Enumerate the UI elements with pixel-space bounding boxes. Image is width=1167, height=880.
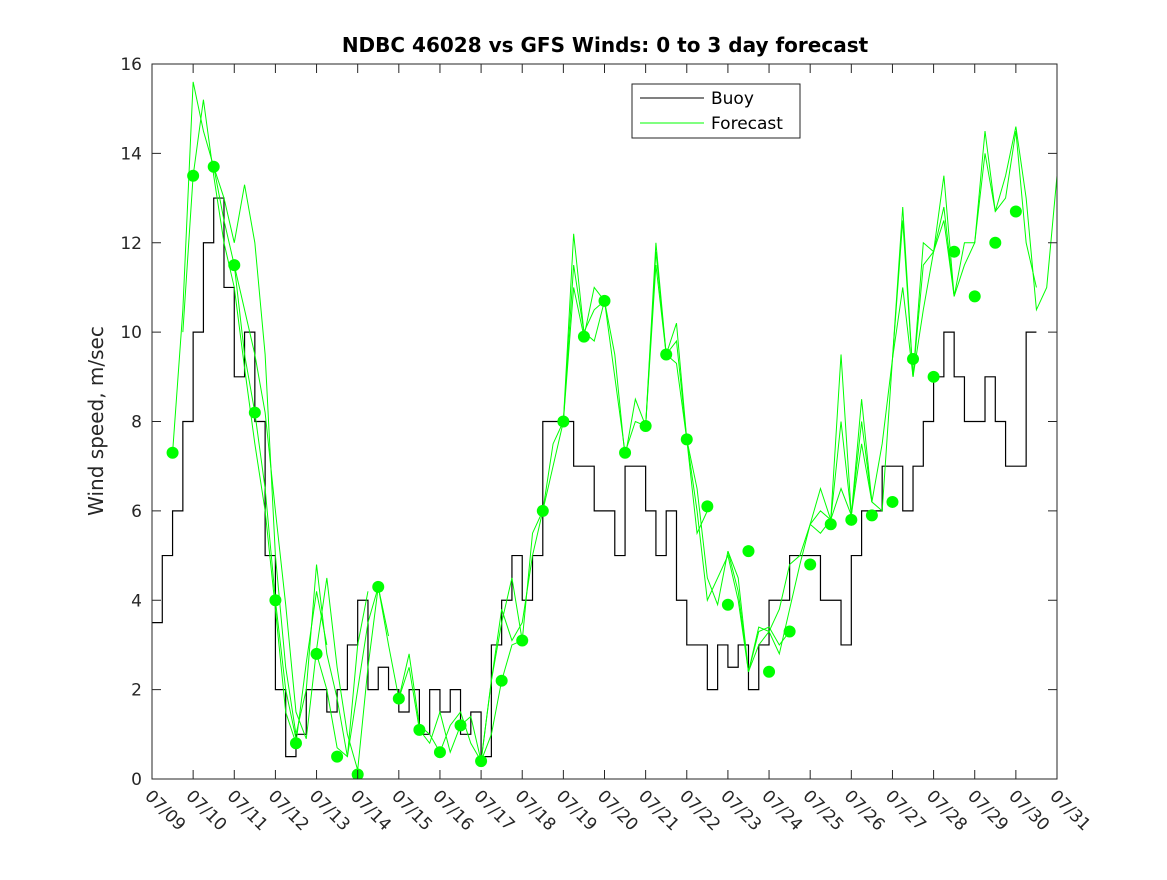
forecast-marker-26 [680,433,693,446]
forecast-marker-37 [907,352,920,365]
x-tick-label-21: 07/30 [1004,786,1053,835]
forecast-run-line-2 [182,99,328,744]
forecast-marker-12 [392,692,405,705]
y-tick-label-14: 14 [120,144,142,164]
legend: Buoy Forecast [631,83,801,139]
forecast-marker-40 [968,290,981,303]
forecast-run-line-4 [233,264,390,771]
y-tick-label-6: 6 [131,502,142,522]
forecast-marker-19 [536,504,549,517]
y-tick-label-2: 2 [131,681,142,701]
x-tick-label-16: 07/25 [799,786,848,835]
x-tick-label-14: 07/23 [716,786,765,835]
forecast-marker-24 [639,419,652,432]
axes: 024681012141607/0907/1007/1107/1207/1307… [120,55,1094,835]
legend-label-buoy: Buoy [711,89,754,109]
forecast-marker-6 [269,594,282,607]
forecast-marker-11 [372,580,385,593]
x-tick-label-22: 07/31 [1045,786,1094,835]
forecast-run-line-12 [891,126,1057,377]
forecast-run-line-8 [562,265,791,672]
forecast-run-line-3 [213,166,369,757]
forecast-marker-13 [413,723,426,736]
x-tick-label-3: 07/12 [264,786,313,835]
forecast-marker-2 [187,169,200,182]
forecast-marker-1 [166,446,179,459]
forecast-marker-32 [804,558,817,571]
legend-label-forecast: Forecast [711,114,783,134]
x-tick-label-0: 07/09 [140,786,189,835]
forecast-marker-29 [742,545,755,558]
forecast-marker-31 [783,625,796,638]
x-tick-label-4: 07/13 [305,786,354,835]
forecast-marker-20 [557,415,570,428]
forecast-marker-22 [598,294,611,307]
x-tick-label-12: 07/21 [634,786,683,835]
forecast-marker-3 [207,160,220,173]
axes-box [151,63,1058,780]
x-tick-label-5: 07/14 [346,786,395,835]
forecast-marker-34 [845,513,858,526]
x-tick-label-7: 07/16 [428,786,477,835]
x-tick-label-11: 07/20 [593,786,642,835]
legend-box [631,83,801,139]
forecast-marker-9 [331,750,344,763]
forecast-marker-42 [1009,205,1022,218]
forecast-marker-8 [310,647,323,660]
forecast-marker-5 [248,406,261,419]
forecast-marker-14 [433,746,446,759]
forecast-marker-23 [619,446,632,459]
x-tick-label-15: 07/24 [758,786,807,835]
forecast-marker-7 [289,737,302,750]
x-tick-label-10: 07/19 [552,786,601,835]
forecast-run-line-6 [398,265,605,763]
x-tick-label-2: 07/11 [223,786,272,835]
forecast-run-line-11 [809,130,1037,525]
y-tick-label-0: 0 [131,770,142,790]
x-tick-label-20: 07/29 [963,786,1012,835]
x-tick-label-8: 07/17 [470,786,519,835]
forecast-marker-4 [228,259,241,272]
forecast-marker-17 [495,674,508,687]
forecast-marker-35 [865,509,878,522]
y-tick-label-8: 8 [131,413,142,433]
x-tick-label-6: 07/15 [387,786,436,835]
plot-series-group [152,81,1057,779]
forecast-marker-27 [701,500,714,513]
x-tick-label-13: 07/22 [675,786,724,835]
y-axis-label: Wind speed, m/sec [84,326,108,516]
forecast-marker-33 [824,518,837,531]
forecast-marker-21 [577,330,590,343]
forecast-marker-38 [927,370,940,383]
forecast-run-line-9 [645,251,873,672]
buoy-series-line [152,197,1037,758]
x-tick-label-9: 07/18 [511,786,560,835]
plot-area [152,81,1057,779]
x-tick-label-1: 07/10 [182,786,231,835]
y-tick-label-10: 10 [120,323,142,343]
forecast-marker-16 [475,755,488,768]
x-tick-label-17: 07/26 [840,786,889,835]
y-tick-label-12: 12 [120,234,142,254]
forecast-marker-41 [989,236,1002,249]
x-tick-label-18: 07/27 [881,786,930,835]
forecast-marker-36 [886,495,899,508]
forecast-marker-15 [454,719,467,732]
forecast-marker-18 [516,634,529,647]
forecast-marker-30 [763,665,776,678]
forecast-marker-25 [660,348,673,361]
y-tick-label-16: 16 [120,55,142,75]
y-tick-label-4: 4 [131,591,142,611]
x-tick-label-19: 07/28 [922,786,971,835]
forecast-marker-28 [721,598,734,611]
chart-title: NDBC 46028 vs GFS Winds: 0 to 3 day fore… [342,33,869,57]
forecast-marker-39 [948,245,961,258]
